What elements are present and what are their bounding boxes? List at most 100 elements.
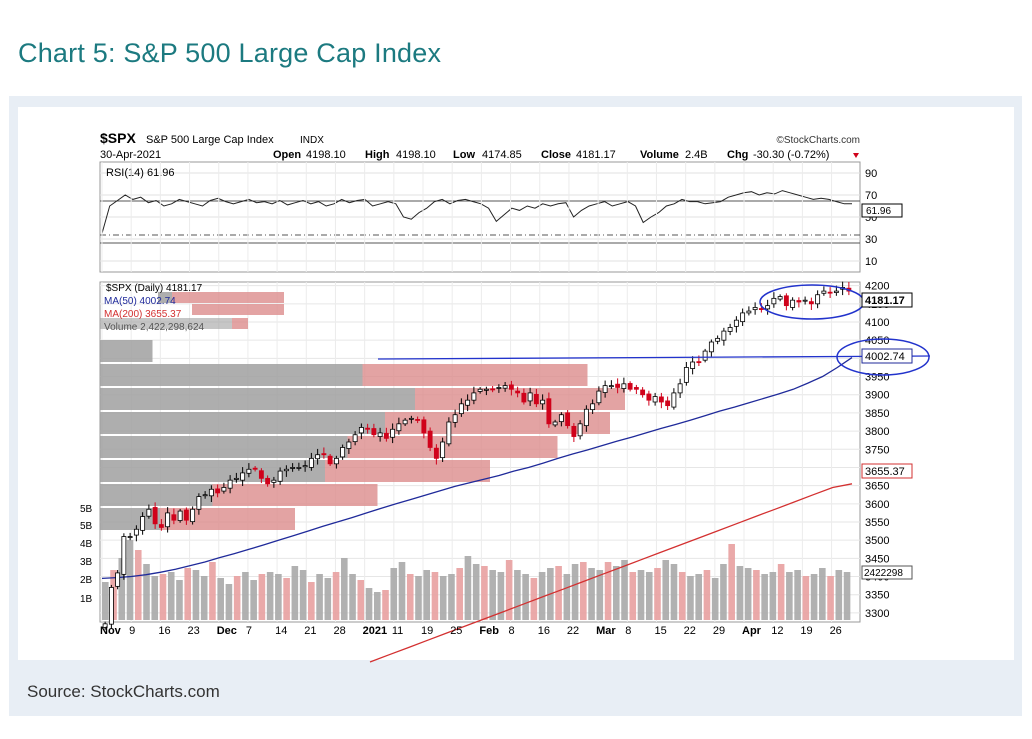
volume-bar xyxy=(637,570,645,620)
candle-body xyxy=(502,385,508,389)
volume-bar xyxy=(703,570,711,620)
volume-bar xyxy=(489,570,496,620)
candle-body xyxy=(102,623,108,628)
candle-body xyxy=(258,470,264,479)
candle-body xyxy=(708,341,714,353)
high-label: High xyxy=(365,149,390,161)
volume-bar xyxy=(184,568,192,620)
candle-body xyxy=(396,423,402,432)
candle-body xyxy=(171,514,177,521)
vbp-gray-bar xyxy=(100,388,415,410)
candle-body xyxy=(715,337,721,342)
volume-bar xyxy=(522,574,529,620)
candle-body xyxy=(652,396,658,403)
volume-bar xyxy=(134,550,142,620)
candle-body xyxy=(633,387,639,390)
candle-body xyxy=(721,330,727,341)
x-tick-label: Dec xyxy=(217,625,237,637)
source-note: Source: StockCharts.com xyxy=(27,682,220,701)
rsi-tick-label: 70 xyxy=(865,190,877,202)
candle-body xyxy=(571,425,577,437)
volume-bar xyxy=(448,574,455,620)
candle-body xyxy=(696,361,702,364)
high-value: 4198.10 xyxy=(396,149,436,161)
volume-bar xyxy=(357,580,365,620)
rsi-tick-label: 10 xyxy=(865,256,877,268)
candle-body xyxy=(508,384,514,390)
candle-body xyxy=(221,487,227,492)
volume-bar xyxy=(415,576,422,620)
candle-body xyxy=(690,361,696,369)
candle-body xyxy=(252,467,258,470)
candle-body xyxy=(515,390,521,394)
candle-body xyxy=(215,488,221,494)
candle-body xyxy=(615,383,621,388)
candle-body xyxy=(183,509,189,521)
x-tick-label: 26 xyxy=(830,625,842,637)
volume-bar xyxy=(835,570,843,620)
low-value: 4174.85 xyxy=(482,149,522,161)
volume-bar xyxy=(596,570,604,620)
volume-value: 2.4B xyxy=(685,149,708,161)
x-tick-label: Mar xyxy=(596,625,616,637)
volume-bar xyxy=(794,570,801,620)
candle-body xyxy=(752,307,758,311)
candle-body xyxy=(521,392,527,403)
volume-bar xyxy=(167,572,175,620)
volume-label: Volume xyxy=(640,149,679,161)
candle-body xyxy=(302,465,308,468)
x-tick-label: 15 xyxy=(654,625,666,637)
vbp-gray-bar xyxy=(100,436,348,458)
candle-body xyxy=(196,496,202,510)
candle-body xyxy=(115,572,121,587)
volume-tick-label: 1B xyxy=(80,594,93,605)
candle-body xyxy=(833,290,839,293)
rsi-line xyxy=(101,190,852,234)
page-title: Chart 5: S&P 500 Large Cap Index xyxy=(18,38,442,68)
candle-body xyxy=(558,414,564,423)
price-tick-label: 3650 xyxy=(865,481,889,493)
volume-tick-label: 4B xyxy=(80,539,93,550)
candle-body xyxy=(477,388,483,392)
candle-body xyxy=(127,536,133,538)
candle-body xyxy=(346,441,352,449)
volume-bar xyxy=(151,576,159,620)
candle-body xyxy=(533,393,539,405)
stockcharts-brand: ©StockCharts.com xyxy=(776,135,860,146)
volume-bar xyxy=(373,592,381,620)
volume-bar xyxy=(316,574,323,620)
vbp-gray-bar xyxy=(100,460,325,482)
candle-body xyxy=(352,434,358,443)
volume-bar xyxy=(604,562,612,620)
ma50-last-label: 4002.74 xyxy=(865,351,905,363)
volume-bar xyxy=(472,564,480,620)
candle-body xyxy=(802,299,808,302)
volume-last-label: 2422298 xyxy=(864,568,903,579)
chart-date: 30-Apr-2021 xyxy=(100,149,161,161)
candle-body xyxy=(165,512,171,528)
price-tick-label: 4200 xyxy=(865,281,889,293)
candle-body xyxy=(790,299,796,308)
volume-tick-label: 2B xyxy=(80,575,93,586)
candle-body xyxy=(646,393,652,401)
candle-body xyxy=(783,295,789,307)
candle-body xyxy=(315,454,321,460)
x-tick-label: 2021 xyxy=(363,625,387,637)
x-tick-label: 21 xyxy=(304,625,316,637)
chart-symbol: $SPX xyxy=(100,130,136,146)
volume-bar xyxy=(233,576,241,620)
vbp-red-bar xyxy=(385,412,610,434)
vbp-gray-bar xyxy=(100,412,385,434)
vbp-red-bar xyxy=(325,460,490,482)
x-tick-label: 8 xyxy=(625,625,631,637)
volume-bar xyxy=(382,590,389,620)
volume-bar xyxy=(464,556,472,620)
candle-body xyxy=(290,467,296,469)
volume-by-price xyxy=(100,292,625,530)
volume-bar xyxy=(588,568,595,620)
rsi-tick-label: 90 xyxy=(865,168,877,180)
volume-bar xyxy=(102,582,109,620)
chart-exchange: INDX xyxy=(300,135,324,146)
last-price-label: 4181.17 xyxy=(865,295,905,307)
volume-bars xyxy=(102,540,851,620)
